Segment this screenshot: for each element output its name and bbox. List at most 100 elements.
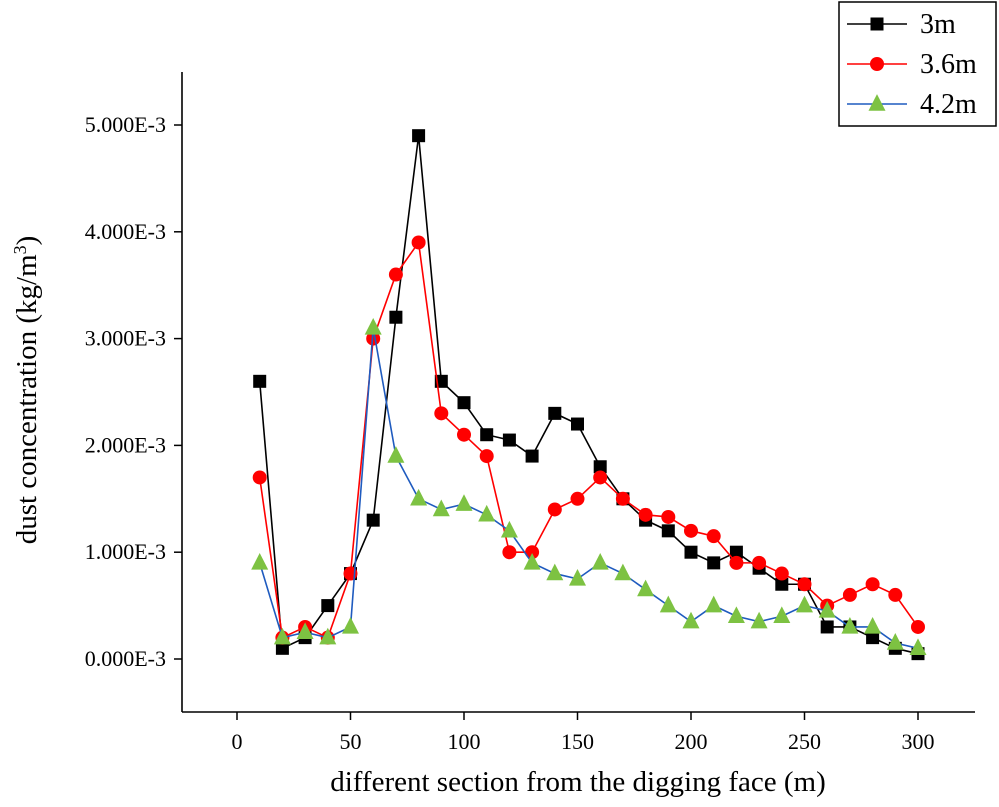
series-4-2m [251,318,927,656]
data-point-3-6m [547,502,562,517]
data-point-3-6m [366,331,381,346]
data-point-3-6m [684,523,698,538]
legend-swatch-marker [868,94,886,111]
data-point-3-6m [797,577,812,592]
series-layer [251,129,927,661]
data-point-3-6m [593,470,608,485]
data-point-3m [661,524,675,538]
x-tick-label: 100 [448,729,481,754]
data-point-3-6m [638,507,653,522]
data-point-3-6m [615,491,630,506]
data-point-3-6m [911,619,925,634]
x-axis-title: different section from the digging face … [330,766,826,798]
data-point-3-6m [502,545,517,560]
data-point-4-2m [387,446,405,463]
x-tick-label: 300 [902,729,935,754]
y-axis-title: dust concentration (kg/m3) [10,236,43,545]
data-point-3-6m [729,555,744,570]
legend-label: 3.6m [920,49,977,80]
axes [181,72,975,713]
data-point-3m [571,417,584,431]
data-point-4-2m [750,611,768,629]
data-point-3-6m [388,267,403,282]
y-tick-label: 4.000E-3 [85,219,166,244]
y-tick-label: 2.000E-3 [85,432,166,457]
data-point-3-6m [252,470,267,485]
data-point-4-2m [523,552,541,570]
data-point-3-6m [411,235,426,250]
data-point-4-2m [410,488,428,506]
data-point-3-6m [774,566,789,581]
data-point-3m [275,641,289,655]
data-point-3m [707,556,721,570]
data-point-3-6m [479,449,494,464]
data-point-3-6m [865,577,880,592]
data-point-3-6m [752,555,767,570]
data-point-3m [548,406,562,420]
data-point-4-2m [818,601,836,618]
data-point-3m [412,129,426,143]
y-axis-title-close: ) [11,236,43,246]
y-tick-label: 5.000E-3 [85,112,166,137]
y-tick-label: 0.000E-3 [85,646,166,671]
data-point-3-6m [457,427,471,442]
data-point-3-6m [842,587,857,602]
data-point-4-2m [569,568,586,586]
data-point-4-2m [614,563,632,581]
ticks: 0 50 100 150 200 250 300 0.000E-3 1.000E-3 2.000E… [85,112,935,754]
y-tick-label: 1.000E-3 [85,539,166,564]
data-point-4-2m [727,606,745,623]
data-point-4-2m [478,504,496,522]
data-point-3m [389,310,403,324]
legend-swatch-marker [870,17,884,31]
data-point-3m [502,433,516,447]
data-point-4-2m [864,617,882,634]
data-point-4-2m [841,617,859,634]
data-point-4-2m [319,627,337,645]
data-point-3-6m [661,509,676,524]
data-point-4-2m [886,633,904,650]
data-point-3m [525,449,539,463]
data-point-4-2m [342,617,359,634]
data-point-3-6m [570,491,585,506]
y-axis-title-main: dust concentration (kg/m [11,254,43,544]
data-point-3m [820,620,834,634]
data-point-4-2m [500,520,518,538]
data-point-3m [593,460,607,474]
legend-label: 3m [920,9,956,40]
data-point-3-6m [888,587,903,602]
y-tick-label: 3.000E-3 [85,326,166,351]
data-point-4-2m [773,606,791,623]
data-point-3m [457,396,471,410]
data-point-3m [321,599,335,613]
data-point-4-2m [637,579,655,597]
legend-item-3m: 3m [847,9,956,40]
data-point-3m [366,513,380,527]
data-point-4-2m [682,611,700,629]
x-tick-label: 150 [561,729,594,754]
data-point-3m [684,545,698,559]
data-point-3-6m [434,406,449,421]
x-tick-label: 0 [232,729,243,754]
data-point-4-2m [546,563,564,581]
x-tick-label: 50 [340,729,362,754]
x-tick-label: 200 [675,729,708,754]
data-point-3-6m [706,529,721,544]
data-point-3m [253,374,267,388]
data-point-4-2m [705,595,723,613]
legend-item-4-2m: 4.2m [847,89,977,120]
data-point-4-2m [251,552,269,570]
data-point-3m [480,428,494,442]
x-tick-label: 250 [788,729,821,754]
data-point-3-6m [525,545,540,560]
legend-swatch-marker [870,57,884,71]
data-point-3m [729,545,743,559]
y-axis-title-superscript: 3 [10,245,30,254]
data-point-4-2m [909,638,927,656]
data-point-4-2m [296,622,314,640]
data-point-4-2m [455,494,473,511]
data-point-4-2m [273,627,291,645]
data-point-3m [775,577,789,591]
data-point-4-2m [364,318,382,335]
